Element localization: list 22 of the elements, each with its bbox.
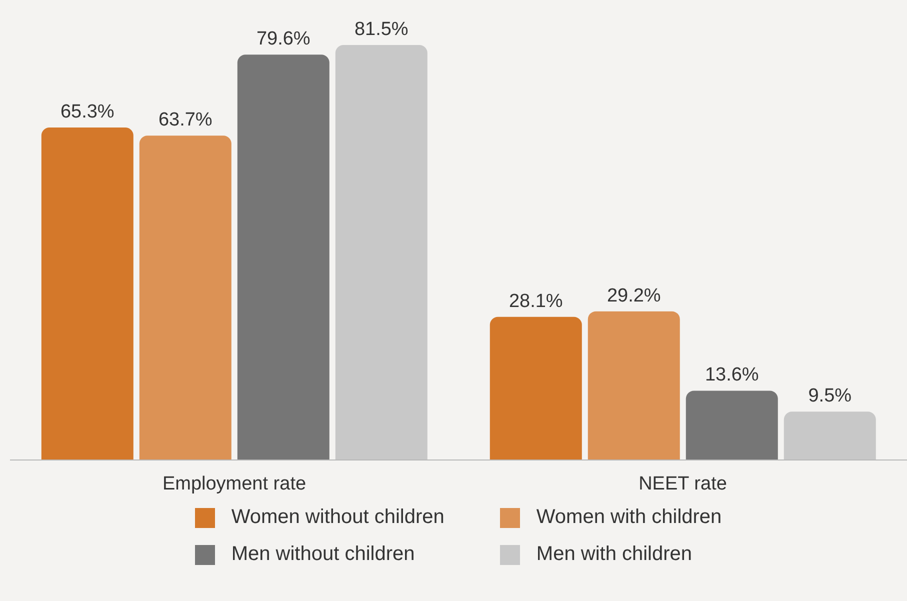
data-label: 13.6% — [704, 364, 759, 386]
legend-label: Women with children — [536, 506, 722, 529]
legend-label: Women without children — [231, 506, 444, 529]
data-label: 63.7% — [158, 110, 212, 131]
bar — [139, 136, 232, 460]
bar — [335, 45, 428, 460]
data-label: 81.5% — [354, 19, 408, 40]
data-label: 28.1% — [508, 290, 563, 312]
legend-label: Men without children — [231, 543, 415, 566]
data-label: 9.5% — [808, 386, 852, 407]
legend-label: Men with children — [536, 543, 692, 566]
x-tick-label: NEET rate — [638, 473, 727, 494]
bar — [686, 390, 778, 460]
x-tick-label: Employment rate — [162, 473, 306, 494]
data-label: 29.2% — [606, 285, 661, 306]
bar — [490, 316, 582, 460]
bar — [41, 127, 134, 460]
bar — [588, 311, 680, 460]
data-label: 65.3% — [60, 101, 114, 122]
bar — [237, 54, 330, 460]
data-label: 79.6% — [256, 28, 310, 50]
bar — [784, 412, 876, 460]
